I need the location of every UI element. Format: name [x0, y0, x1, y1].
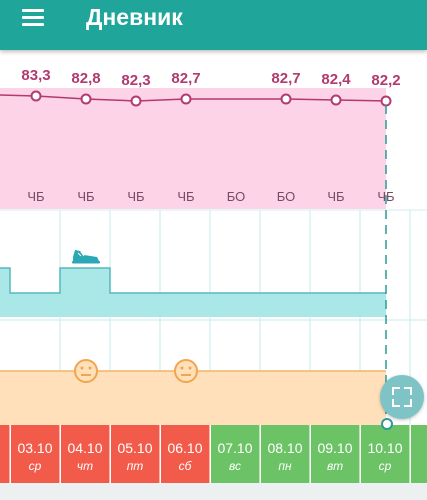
date-label: 09.10 [317, 440, 353, 456]
weekday-label: ср [378, 459, 392, 473]
menu-button[interactable] [14, 3, 52, 37]
weight-label: 83,3 [21, 67, 50, 84]
date-cell[interactable]: 09.10 вт [311, 425, 360, 483]
date-cell[interactable]: 07.10 вс [211, 425, 260, 483]
date-label: 10.10 [367, 440, 403, 456]
weight-point [30, 90, 42, 102]
bottom-bar [0, 483, 427, 500]
date-cell[interactable]: 08.10 пн [261, 425, 310, 483]
neutral-face-icon [74, 359, 98, 383]
day-code-label: БО [277, 189, 296, 204]
date-cell-partial[interactable] [411, 425, 427, 483]
weight-point [330, 94, 342, 106]
weight-point [130, 95, 142, 107]
date-cell[interactable]: 05.10 пт [111, 425, 160, 483]
diary-chart[interactable]: 83,3 82,8 82,3 82,7 82,7 82,4 82,2 ЧБ ЧБ… [0, 50, 427, 425]
weight-label: 82,8 [71, 70, 100, 87]
weight-label: 82,4 [321, 71, 351, 88]
weekday-label: вт [326, 459, 344, 473]
weight-point [80, 93, 92, 105]
weight-area [0, 88, 386, 209]
weight-points [30, 90, 392, 107]
fullscreen-icon [392, 387, 400, 395]
weight-label: 82,7 [271, 70, 300, 87]
date-cell-partial[interactable] [0, 425, 10, 483]
day-code-label: ЧБ [127, 189, 144, 204]
date-label: 07.10 [217, 440, 253, 456]
date-label: 03.10 [17, 440, 53, 456]
date-cell-selected[interactable]: 10.10 ср [361, 425, 410, 483]
app-bar: Дневник [0, 0, 427, 50]
day-code-label: ЧБ [327, 189, 344, 204]
fullscreen-button[interactable] [380, 375, 424, 419]
date-cell[interactable]: 06.10 сб [161, 425, 210, 483]
weekday-label: пт [126, 459, 144, 473]
weekday-label: вс [229, 459, 241, 473]
day-code-label: ЧБ [27, 189, 44, 204]
date-label: 08.10 [267, 440, 303, 456]
menu-icon [22, 9, 44, 12]
date-strip[interactable]: 03.10 ср 04.10 чт 05.10 пт 06.10 сб 07.1… [0, 425, 427, 483]
activity-area [0, 268, 386, 317]
date-cell[interactable]: 03.10 ср [11, 425, 60, 483]
weight-label: 82,2 [371, 72, 400, 89]
weekday-label: чт [76, 459, 94, 473]
day-code-label: БО [227, 189, 246, 204]
page-title: Дневник [86, 4, 183, 30]
weight-label: 82,7 [171, 70, 200, 87]
date-label: 04.10 [67, 440, 103, 456]
day-code-label: ЧБ [177, 189, 194, 204]
weekday-label: сб [178, 459, 192, 473]
date-cell[interactable]: 04.10 чт [61, 425, 110, 483]
weight-label: 82,3 [121, 72, 150, 89]
weekday-label: пн [278, 459, 292, 473]
date-label: 06.10 [167, 440, 203, 456]
sneaker-icon [72, 250, 100, 264]
weekday-label: ср [28, 459, 42, 473]
selection-marker [381, 418, 393, 430]
activity-line [0, 267, 386, 294]
weight-point [380, 95, 392, 107]
weight-point [180, 93, 192, 105]
date-label: 05.10 [117, 440, 153, 456]
weight-point [280, 93, 292, 105]
weight-line [0, 94, 387, 102]
day-code-label: ЧБ [77, 189, 94, 204]
neutral-face-icon [174, 359, 198, 383]
